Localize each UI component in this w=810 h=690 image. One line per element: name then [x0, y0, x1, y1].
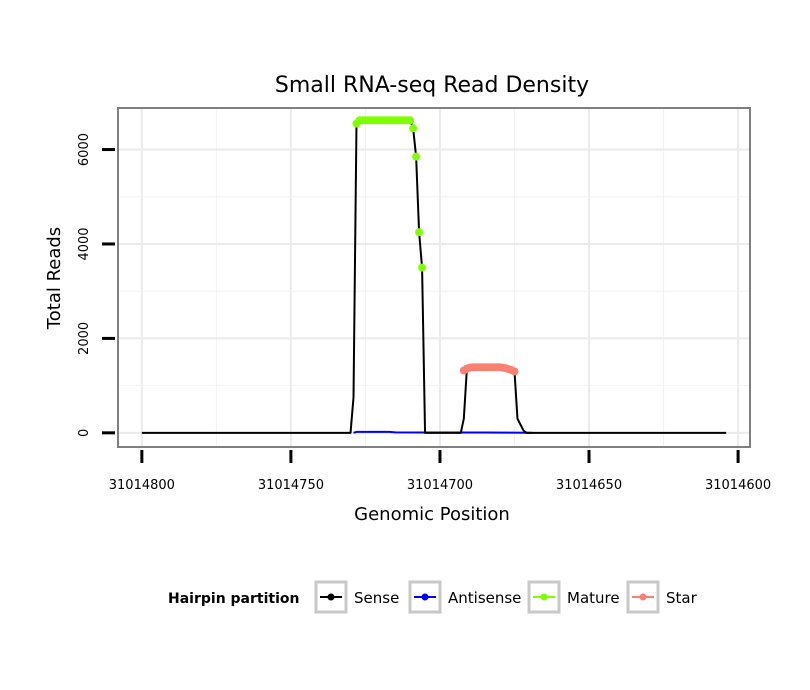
y-tick-label-2: 4000: [77, 227, 92, 260]
plot-border: [117, 107, 751, 448]
legend-label-star: Star: [666, 589, 698, 607]
point-mature-20: [412, 152, 421, 161]
x-axis: 31014800 31014750 31014700 31014650 31014600: [109, 450, 771, 493]
point-mature-22: [418, 263, 427, 272]
legend: Hairpin partition Sense Antisense Mature St…: [168, 580, 698, 614]
point-star-17: [510, 367, 519, 376]
x-tick-label-0: 31014800: [109, 478, 175, 493]
y-tick-label-3: 6000: [77, 133, 92, 166]
legend-title: Hairpin partition: [168, 591, 299, 607]
y-tick-label-1: 2000: [77, 322, 92, 355]
x-tick-label-3: 31014650: [556, 478, 622, 493]
legend-label-sense: Sense: [354, 589, 399, 607]
series-line-antisense: [353, 430, 533, 434]
legend-label-mature: Mature: [567, 589, 620, 607]
y-axis: 0 2000 4000 6000: [77, 133, 115, 437]
x-tick-label-2: 31014700: [407, 478, 473, 493]
plot-background: [118, 108, 750, 447]
y-axis-title: Total Reads: [44, 227, 65, 330]
legend-key-point-star: [639, 593, 647, 601]
legend-label-antisense: Antisense: [448, 589, 521, 607]
legend-key-point-sense: [327, 593, 335, 601]
y-tick-label-0: 0: [77, 429, 92, 437]
legend-key-point-antisense: [421, 593, 429, 601]
point-mature-19: [409, 124, 418, 133]
x-axis-title: Genomic Position: [354, 504, 510, 525]
series-points: [352, 116, 519, 376]
point-mature-18: [406, 116, 415, 125]
x-tick-label-1: 31014750: [258, 478, 324, 493]
x-tick-label-4: 31014600: [705, 478, 771, 493]
legend-key-point-mature: [540, 593, 548, 601]
point-mature-21: [415, 228, 424, 237]
chart-title: Small RNA-seq Read Density: [275, 73, 589, 98]
